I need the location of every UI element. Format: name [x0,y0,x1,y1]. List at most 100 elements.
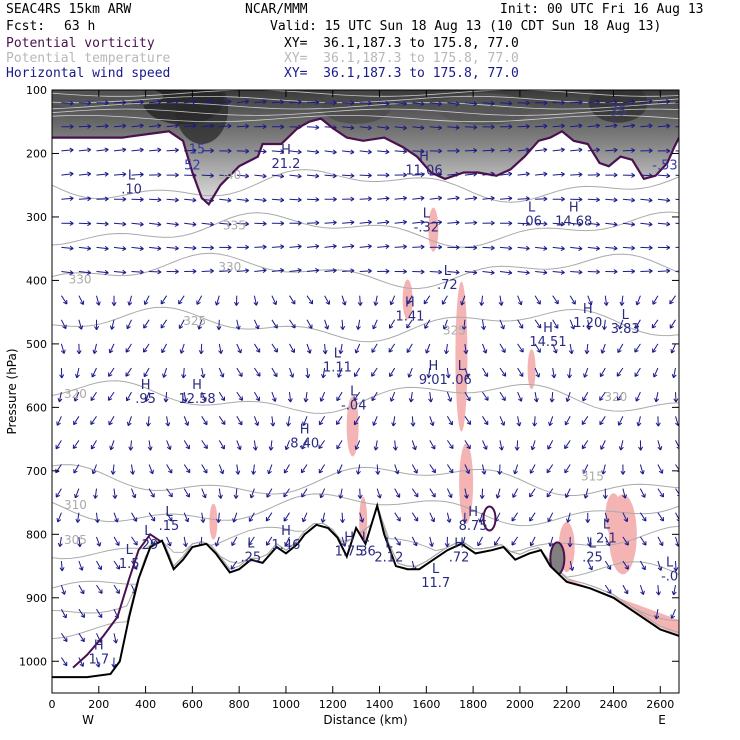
wind-arrow-232 [254,99,267,105]
wind-arrow-289 [306,99,320,105]
wind-arrow-468 [464,391,471,402]
wind-arrow-392 [391,416,397,427]
wind-arrow-36 [73,391,80,402]
wind-arrow-465 [461,319,467,330]
wind-arrow-150 [166,440,172,450]
wind-arrow-346 [359,149,372,155]
wind-arrow-466 [463,343,469,355]
x-tick-label-1: 200 [88,698,109,711]
wind-arrow-688 [657,464,664,474]
negative-pv-patch-2 [459,443,474,524]
wind-arrow-662 [634,343,641,353]
wind-arrow-332 [342,268,355,274]
wind-arrow-119 [149,147,162,153]
wind-arrow-303 [301,440,308,450]
wind-arrow-171 [183,488,190,498]
wind-arrow-471 [464,464,470,475]
wind-arrow-26 [78,147,92,153]
wind-arrow-560 [552,319,559,329]
wind-arrow-420 [429,148,443,154]
wind-arrow-397 [394,536,401,546]
wind-arrow-520 [517,270,530,276]
wind-arrow-395 [394,488,401,498]
extremum-marker-31: L [432,562,440,577]
wind-arrow-248 [249,488,255,499]
wind-arrow-179 [201,221,214,227]
wind-arrow-600 [584,343,590,355]
theta-label-8: 315 [581,469,604,483]
wind-arrow-181 [201,268,214,274]
wind-arrow-31 [78,270,92,276]
wind-arrow-428 [425,343,431,354]
extremum-marker-26: H [468,505,478,520]
wind-arrow-272 [289,149,302,155]
wind-arrow-337 [336,391,343,402]
center-name: NCAR/MMM [245,2,308,17]
wind-arrow-358 [354,440,361,450]
wind-arrow-8 [60,295,68,305]
wind-arrow-145 [160,319,168,329]
wind-arrow-321 [318,440,326,450]
wind-arrow-32 [78,295,85,306]
wind-arrow-597 [587,269,600,275]
wind-arrow-91 [113,560,121,570]
wind-arrow-253 [271,149,285,155]
wind-arrow-151 [166,464,173,474]
wind-arrow-299 [306,343,312,354]
extremum-value-13: .06 [451,373,472,388]
wind-arrow-595 [587,221,601,227]
extremum-value-25: 2.12 [374,551,403,566]
wind-arrow-205 [218,391,225,402]
wind-arrow-230 [231,536,238,547]
extremum-value-2: 11.06 [405,164,442,179]
wind-arrow-300 [305,367,311,379]
wind-arrow-208 [218,464,225,475]
wind-arrow-96 [131,99,144,105]
wind-arrow-442 [447,220,460,226]
wind-arrow-282 [287,392,293,403]
y-tick-label-1: 200 [26,147,47,160]
wind-arrow-585 [564,464,571,474]
wind-arrow-578 [569,295,576,305]
extremum-value-22: 1.46 [271,538,300,553]
wind-arrow-27 [78,171,92,177]
wind-arrow-329 [342,196,355,202]
wind-arrow-72 [113,100,127,106]
wind-arrow-318 [321,367,326,379]
wind-arrow-152 [166,488,173,498]
extremum-marker-3: L [423,207,431,222]
extremum-marker-9: L [622,308,630,323]
wind-arrow-188 [201,440,208,450]
wind-arrow-111 [130,464,135,475]
extremum-marker-4: L [528,200,536,215]
extremum-value-3: -.32 [414,221,439,236]
wind-arrow-373 [371,367,378,377]
wind-arrow-334 [340,319,346,330]
y-tick-label-9: 1000 [19,655,47,668]
wind-arrow-629 [604,560,612,570]
wind-arrow-371 [372,319,378,330]
extremum-marker-27: H [454,537,464,552]
wind-arrow-153 [166,512,173,522]
wind-arrow-324 [320,512,326,523]
extremum-marker-8: H [583,302,593,317]
wind-arrow-506 [499,391,506,402]
wind-arrow-54 [96,246,109,251]
wind-arrow-685 [654,392,659,403]
wind-arrow-333 [341,295,347,306]
wind-arrow-293 [306,197,320,203]
extremum-value-4: .06 [521,214,542,229]
wind-arrow-195 [219,148,232,154]
wind-arrow-604 [581,440,589,450]
strat-isentrope-1 [52,95,679,104]
legend-theta-name: Potential temperature [6,51,171,66]
wind-arrow-81 [109,319,115,330]
wind-arrow-207 [218,440,225,450]
wind-arrow-13 [56,416,62,426]
wind-arrow-620 [600,343,606,354]
wind-arrow-496 [499,147,513,153]
wind-arrow-671 [639,560,646,571]
wind-arrow-352 [357,295,363,306]
extremum-value-28: .25 [582,551,603,566]
wind-arrow-203 [218,343,224,355]
